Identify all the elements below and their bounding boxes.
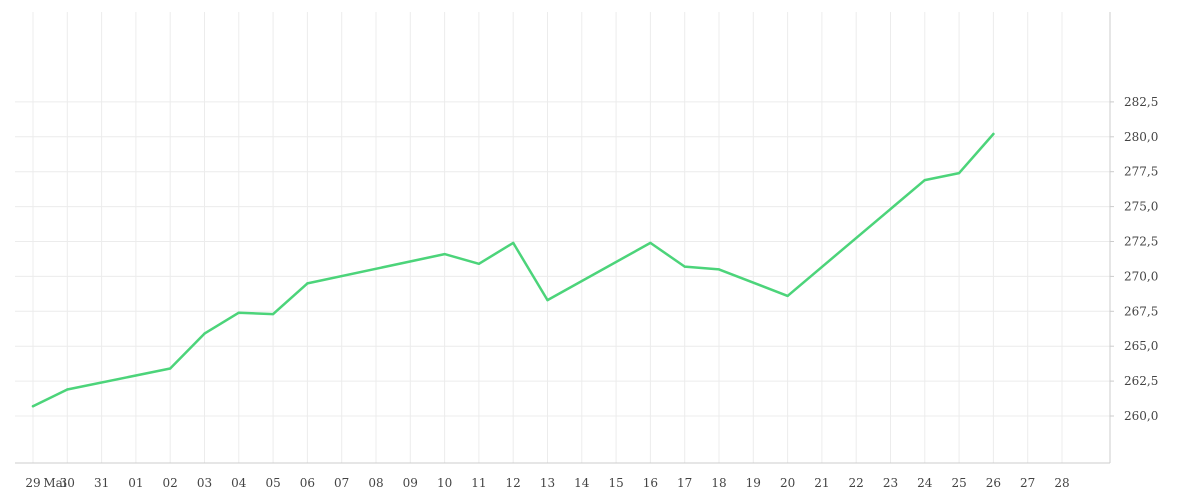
y-tick-label: 260,0: [1124, 409, 1158, 423]
x-tick-label: 09: [403, 476, 418, 490]
y-tick-label: 262,5: [1124, 374, 1158, 388]
x-tick-label: 07: [334, 476, 349, 490]
x-tick-label: Mai: [43, 476, 66, 490]
x-tick-label: 25: [951, 476, 966, 490]
y-tick-label: 267,5: [1124, 304, 1158, 318]
data-point: [512, 241, 515, 245]
data-point: [546, 298, 549, 302]
y-tick-label: 282,5: [1124, 95, 1158, 109]
x-tick-label: 28: [1054, 476, 1069, 490]
x-tick-label: 11: [471, 476, 486, 490]
data-point: [786, 294, 789, 298]
x-tick-label: 27: [1020, 476, 1035, 490]
series-line: [31, 132, 995, 408]
x-tick-label: 10: [437, 476, 452, 490]
y-tick-label: 270,0: [1124, 269, 1158, 283]
x-tick-label: 08: [368, 476, 383, 490]
data-point: [443, 252, 446, 256]
x-tick-label: 13: [540, 476, 555, 490]
data-point: [66, 388, 69, 391]
axes: [15, 12, 1111, 464]
grid-lines: [15, 12, 1110, 463]
data-point: [237, 311, 240, 314]
x-tick-label: 26: [986, 476, 1001, 490]
data-point: [306, 282, 309, 285]
x-tick-label: 24: [917, 476, 933, 490]
x-tick-label: 16: [643, 476, 658, 490]
y-tick-label: 265,0: [1124, 339, 1158, 353]
x-tick-label: 01: [128, 476, 143, 490]
series: [31, 132, 995, 408]
data-point: [203, 332, 206, 335]
x-tick-label: 30: [60, 476, 75, 490]
x-tick-label: 19: [746, 476, 761, 490]
data-point: [957, 171, 961, 175]
x-tick-label: 12: [506, 476, 521, 490]
x-tick-label: 15: [608, 476, 623, 490]
data-point: [271, 312, 275, 316]
x-tick-label: 03: [197, 476, 212, 490]
data-point: [169, 367, 172, 370]
x-tick-label: 22: [849, 476, 864, 490]
data-point: [717, 268, 721, 271]
y-tick-label: 272,5: [1124, 235, 1158, 249]
x-tick-label: 17: [677, 476, 692, 490]
data-point: [683, 265, 686, 268]
y-tick-label: 280,0: [1124, 130, 1158, 144]
x-tick-label: 31: [94, 476, 109, 490]
data-point: [649, 241, 652, 245]
y-tick-label: 277,5: [1124, 165, 1158, 179]
x-tick-label: 05: [265, 476, 280, 490]
y-axis-tick-labels: 260,0 262,5 265,0 267,5 270,0 272,5 275,0 277,5…: [1110, 95, 1158, 423]
y-tick-label: 275,0: [1124, 200, 1158, 214]
x-tick-label: 14: [574, 476, 590, 490]
x-tick-label: 02: [163, 476, 178, 490]
data-point: [31, 405, 35, 408]
x-tick-label: 04: [231, 476, 247, 490]
x-tick-label: 23: [883, 476, 898, 490]
data-point: [477, 262, 481, 266]
x-tick-label: 18: [711, 476, 726, 490]
x-tick-label: 29: [25, 476, 40, 490]
x-tick-label: 20: [780, 476, 795, 490]
data-point: [992, 132, 995, 136]
x-tick-label: 21: [814, 476, 829, 490]
x-tick-label: 06: [300, 476, 315, 490]
data-point: [923, 178, 926, 182]
